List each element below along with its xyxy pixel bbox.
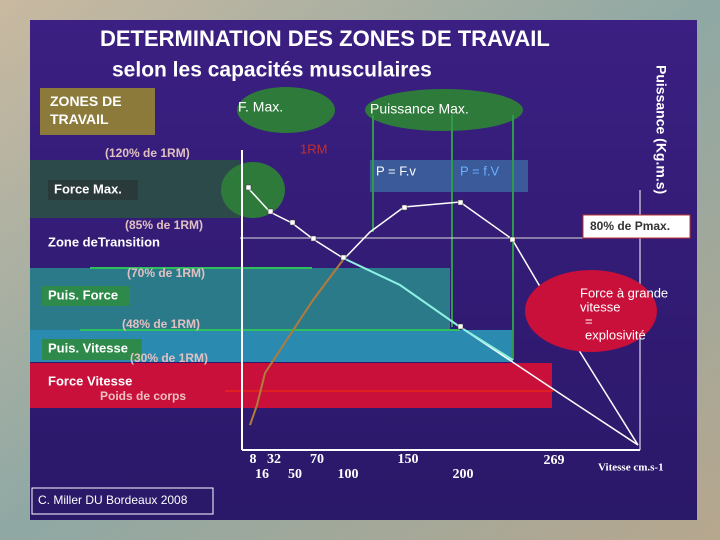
zone-percent: (85% de 1RM) (125, 218, 203, 232)
zone-label: Puis. Force (48, 287, 118, 302)
y-axis-label: Puissance (Kg.m.s) (653, 65, 669, 194)
zone-percent: (30% de 1RM) (130, 351, 208, 365)
zone-label: Puis. Vitesse (48, 340, 128, 355)
rm-label: 1RM (300, 141, 327, 156)
x-label: 16 (255, 467, 269, 482)
pmax-label: Puissance Max. (370, 101, 469, 117)
point (457, 199, 464, 206)
zone-label-box (42, 286, 130, 306)
explosive-text: explosivité (585, 327, 646, 342)
x-axis-label: Vitesse cm.s-1 (598, 462, 664, 474)
explosive-text: Force à grande (580, 285, 668, 300)
x-label: 269 (544, 453, 565, 468)
pmax-80: 80% de Pmax. (590, 219, 670, 233)
x-label: 100 (338, 467, 359, 482)
fmax-label: F. Max. (238, 99, 283, 115)
zone-percent: (120% de 1RM) (105, 146, 190, 160)
point (340, 254, 347, 261)
point (289, 219, 296, 226)
zones-box (40, 88, 155, 135)
x-label: 32 (267, 452, 281, 467)
force-curve-highlight (342, 257, 514, 361)
title: DETERMINATION DES ZONES DE TRAVAIL (100, 26, 550, 51)
formula: P = f.V (460, 163, 499, 178)
zone-label-box (42, 339, 142, 360)
zone-label: Force Max. (54, 181, 122, 196)
formula-box (370, 160, 452, 192)
x-label: 8 (250, 452, 257, 467)
explosive-bubble (525, 270, 657, 352)
zone-label: Force Vitesse (48, 373, 132, 388)
credit: C. Miller DU Bordeaux 2008 (38, 493, 188, 507)
point (267, 208, 274, 215)
explosive-text: vitesse (580, 299, 620, 314)
credit-box (31, 487, 214, 515)
zone-percent: (70% de 1RM) (127, 266, 205, 280)
point (310, 235, 317, 242)
formula: P = F.v (376, 163, 416, 178)
point (457, 323, 464, 330)
formula-box (452, 160, 528, 192)
zones-title-line: TRAVAIL (50, 111, 109, 127)
zones-title-1: ZONES DE TRAVAIL (50, 93, 122, 127)
zones-title-line: ZONES DE (50, 93, 122, 109)
x-label: 70 (310, 452, 324, 467)
pmax-bubble (365, 89, 523, 131)
point (509, 236, 516, 243)
band-force-vitesse (30, 363, 552, 408)
point (245, 184, 252, 191)
zone-note: Poids de corps (100, 389, 186, 403)
zone-label-box (48, 180, 138, 200)
x-label: 150 (398, 452, 419, 467)
zone-label: Zone deTransition (48, 234, 160, 249)
zone-percent: (48% de 1RM) (122, 317, 200, 331)
explosive-text: = (585, 313, 593, 328)
x-label: 50 (288, 467, 302, 482)
x-label: 200 (453, 467, 474, 482)
fmax-bubble (237, 87, 335, 133)
subtitle: selon les capacités musculaires (112, 59, 432, 82)
pmax-box (582, 214, 691, 239)
fmax-zone-bubble (221, 162, 285, 218)
point (401, 204, 408, 211)
power-curve-highlight (249, 259, 344, 426)
